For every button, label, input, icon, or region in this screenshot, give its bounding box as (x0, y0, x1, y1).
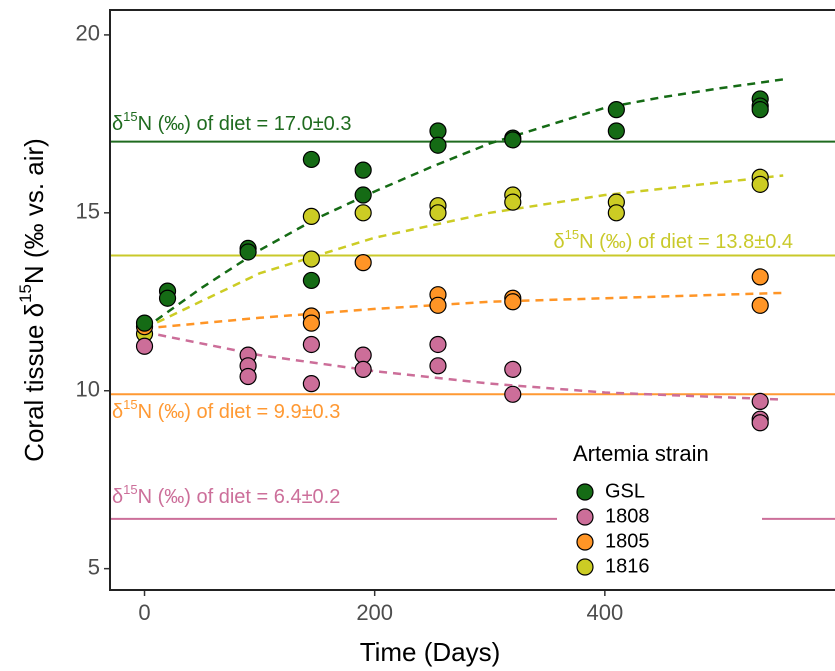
data-point (751, 268, 769, 286)
data-point (302, 250, 320, 268)
y-axis-title: Coral tissue δ15N (‰ vs. air) (16, 138, 49, 462)
diet-label-part: N (‰) of diet = 9.9±0.3 (138, 401, 341, 423)
data-point (354, 161, 372, 179)
y-tick-label: 10 (76, 377, 100, 402)
y-axis-title-part: N (‰ vs. air) (19, 138, 49, 284)
data-point (429, 357, 447, 375)
y-axis-title-part: Coral tissue δ (19, 303, 49, 462)
diet-label-part: δ (112, 401, 123, 423)
data-point (504, 293, 522, 311)
data-point (354, 254, 372, 272)
diet-label-part: δ (112, 113, 123, 135)
y-axis-title-sup: 15 (16, 284, 35, 303)
data-point (504, 193, 522, 211)
diet-label-part: N (‰) of diet = 13.8±0.4 (579, 231, 793, 253)
data-point (751, 101, 769, 119)
x-tick-label: 200 (356, 600, 393, 625)
legend-marker (576, 558, 594, 576)
y-tick-label: 20 (76, 21, 100, 46)
data-point (504, 131, 522, 149)
diet-label-part: δ (554, 231, 565, 253)
data-point (751, 414, 769, 432)
data-point (158, 289, 177, 307)
data-point (239, 367, 257, 386)
data-point (607, 101, 625, 119)
diet-label-sup: 15 (123, 397, 137, 412)
data-point (135, 337, 154, 355)
data-point (302, 335, 320, 354)
fit-line (144, 291, 784, 330)
data-point (302, 375, 320, 393)
diet-label: δ15N (‰) of diet = 9.9±0.3 (112, 397, 340, 423)
diet-label-part: δ (112, 486, 123, 508)
data-point (302, 314, 320, 332)
data-point (751, 392, 769, 411)
data-point (239, 243, 257, 261)
fit-line (144, 330, 784, 401)
legend-label: 1816 (605, 555, 650, 577)
diet-label: δ15N (‰) of diet = 13.8±0.4 (554, 227, 793, 253)
data-point (354, 186, 372, 204)
data-point (607, 204, 625, 222)
diet-label-part: N (‰) of diet = 6.4±0.2 (138, 486, 341, 508)
legend-marker (576, 508, 594, 526)
diet-label-part: N (‰) of diet = 17.0±0.3 (138, 113, 352, 135)
y-tick-label: 5 (88, 554, 100, 579)
data-point (751, 175, 769, 193)
diet-label: δ15N (‰) of diet = 17.0±0.3 (112, 109, 351, 135)
data-point (135, 314, 154, 332)
x-tick-label: 400 (586, 600, 623, 625)
data-point (429, 335, 447, 354)
legend-label: 1808 (605, 505, 650, 527)
legend-marker (576, 483, 594, 501)
diet-label-sup: 15 (123, 482, 137, 497)
data-point (354, 204, 372, 222)
plot-frame (109, 9, 835, 591)
data-point (429, 296, 447, 314)
data-point (751, 296, 769, 314)
diet-label: δ15N (‰) of diet = 6.4±0.2 (112, 482, 340, 508)
data-point (504, 385, 522, 403)
legend-label: 1805 (605, 530, 650, 552)
x-axis-title: Time (Days) (360, 637, 501, 667)
legend-title: Artemia strain (573, 441, 709, 466)
y-tick-label: 15 (76, 199, 100, 224)
data-point (607, 122, 625, 140)
data-point (354, 360, 372, 378)
data-point (302, 150, 320, 169)
data-point (354, 346, 372, 364)
data-point (429, 122, 447, 140)
data-point (302, 271, 320, 290)
data-point (504, 360, 522, 378)
diet-label-sup: 15 (565, 227, 579, 242)
legend-marker (576, 533, 594, 551)
x-tick-label: 0 (138, 600, 150, 625)
diet-label-sup: 15 (123, 109, 137, 124)
data-point (429, 136, 447, 154)
legend-label: GSL (605, 480, 645, 502)
data-point (302, 207, 320, 225)
data-point (429, 204, 447, 222)
